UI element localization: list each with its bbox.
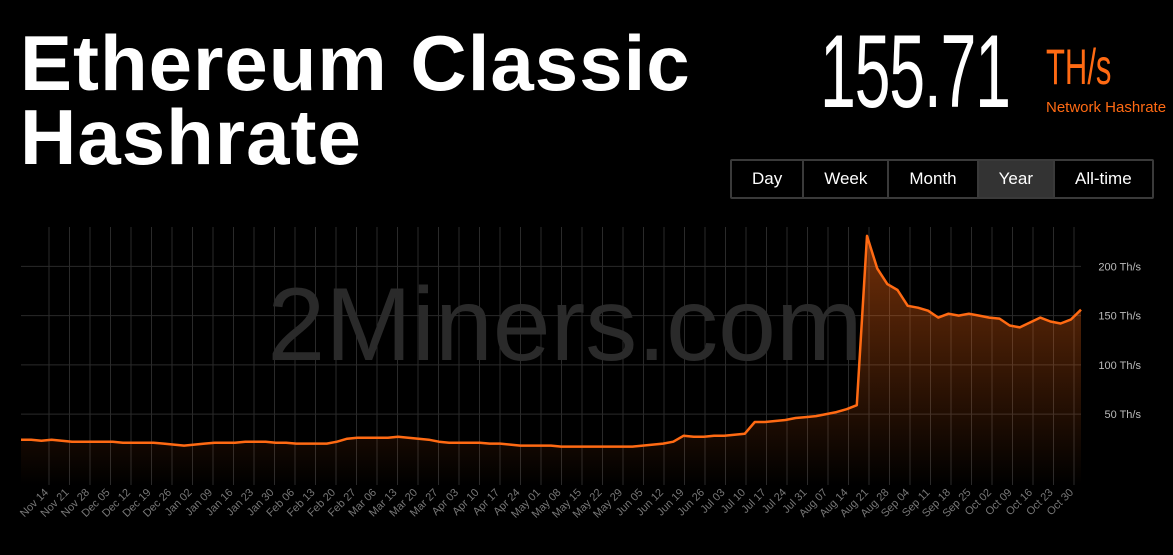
range-day-button[interactable]: Day <box>732 161 805 197</box>
chart-area-layer <box>21 234 1082 485</box>
y-tick-label: 100 Th/s <box>1098 360 1141 372</box>
range-alltime-button[interactable]: All-time <box>1055 161 1152 197</box>
hashrate-area-fill <box>21 235 1081 485</box>
hashrate-caption: Network Hashrate <box>1046 99 1167 116</box>
network-hashrate-value: 155.71 <box>820 14 1011 130</box>
range-year-button[interactable]: Year <box>978 161 1055 197</box>
hashrate-chart: 2Miners.com 50 Th/s 100 Th/s 150 Th/s 200 T… <box>18 227 1141 521</box>
y-tick-label: 150 Th/s <box>1098 311 1141 323</box>
y-tick-label: 50 Th/s <box>1105 409 1142 421</box>
y-axis-labels: 50 Th/s 100 Th/s 150 Th/s 200 Th/s <box>1098 261 1141 421</box>
page-title-line2: Hashrate <box>20 93 362 181</box>
hashrate-series-line <box>21 234 1082 448</box>
chart-watermark: 2Miners.com <box>267 267 862 383</box>
y-tick-label: 200 Th/s <box>1098 261 1141 273</box>
range-week-button[interactable]: Week <box>804 161 890 197</box>
time-range-selector: Day Week Month Year All-time <box>730 159 1154 199</box>
hashrate-unit: TH/s <box>1046 39 1112 95</box>
range-month-button[interactable]: Month <box>889 161 979 197</box>
page-title: Ethereum Classic Hashrate <box>20 19 691 181</box>
page-title-line1: Ethereum Classic <box>20 19 691 107</box>
